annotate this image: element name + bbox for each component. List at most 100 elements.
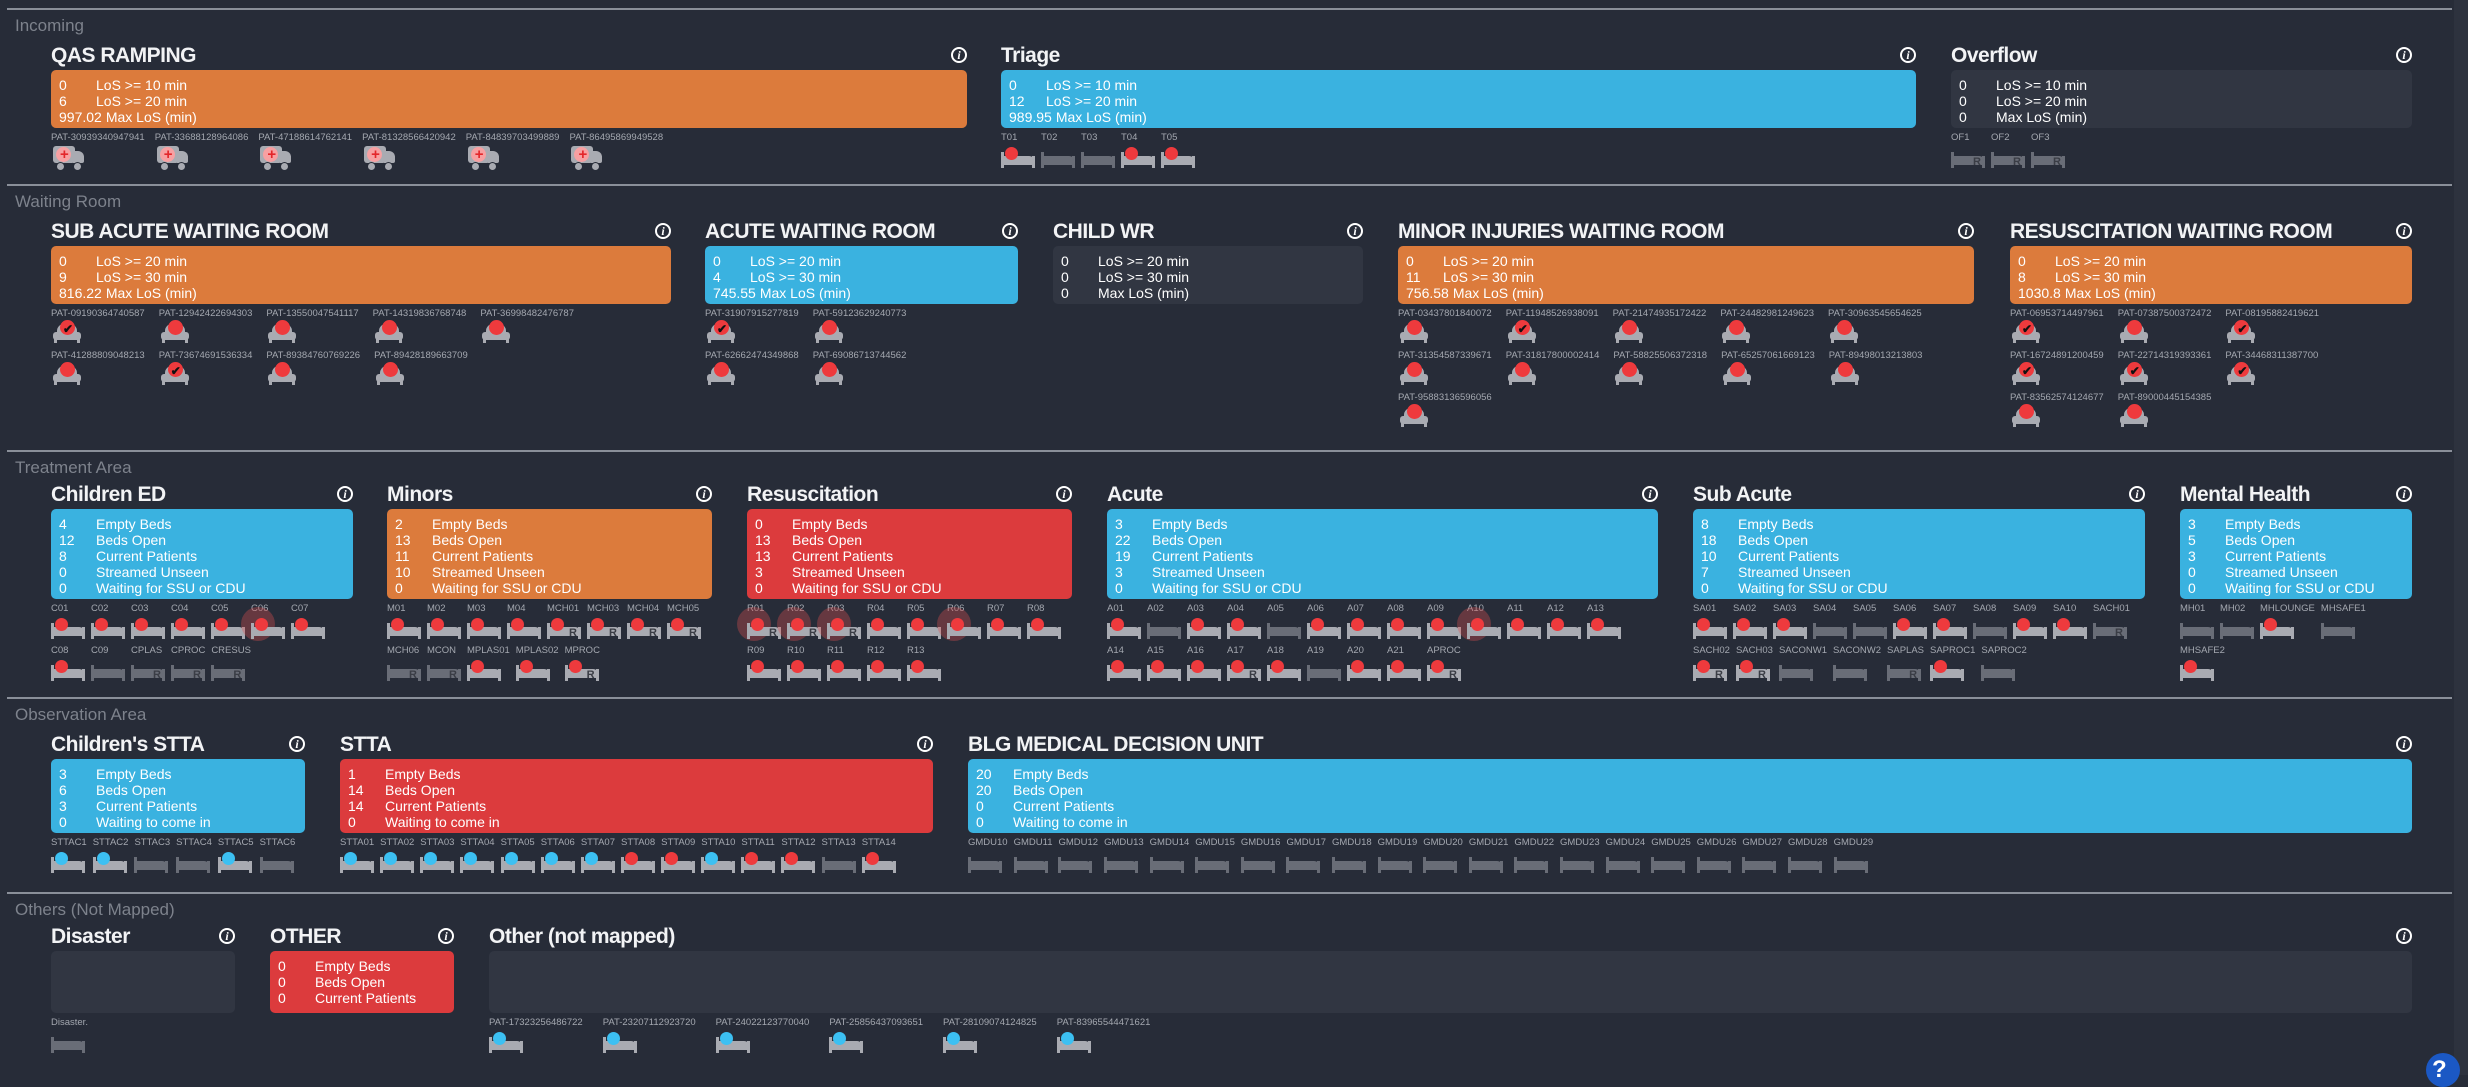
bed-slot[interactable]: R01 R <box>737 603 781 641</box>
bed-slot[interactable]: STTA08 <box>620 837 655 873</box>
bed-slot[interactable]: M03 <box>467 603 501 639</box>
bed-slot[interactable]: MCH06 R <box>387 645 421 681</box>
bed-slot[interactable]: R13 <box>907 645 941 681</box>
bed-slot[interactable]: GMDU24 <box>1605 837 1645 873</box>
bed-slot[interactable]: C08 <box>51 645 85 681</box>
waiting-patient[interactable]: PAT-36998482476787 <box>480 308 574 344</box>
bed-slot[interactable]: STTA05 <box>500 837 535 873</box>
waiting-patient[interactable]: PAT-21474935172422 <box>1613 308 1706 344</box>
waiting-patient[interactable]: PAT-16724891200459 ✔ <box>2010 350 2104 386</box>
waiting-patient[interactable]: PAT-89498013213803 <box>1829 350 1922 386</box>
unit-stta[interactable]: STTA i 1 Empty Beds 14 Beds Open 14 Current Pat… <box>340 733 933 879</box>
info-icon[interactable]: i <box>951 47 967 63</box>
bed-slot[interactable]: A08 <box>1387 603 1421 639</box>
bed-slot[interactable]: C04 <box>171 603 205 639</box>
waiting-patient[interactable]: PAT-12942422694303 <box>159 308 252 344</box>
info-icon[interactable]: i <box>1958 223 1974 239</box>
info-icon[interactable]: i <box>1056 486 1072 502</box>
bed-slot[interactable]: M04 <box>507 603 541 639</box>
bed-slot[interactable]: PAT-17323256486722 <box>489 1017 583 1053</box>
bed-slot[interactable]: SA04 <box>1813 603 1847 639</box>
bed-slot[interactable]: OF3 R <box>2031 132 2065 168</box>
bed-slot[interactable]: GMDU23 <box>1560 837 1600 873</box>
bed-slot[interactable]: C07 <box>291 603 325 639</box>
waiting-patient[interactable]: PAT-07387500372472 <box>2118 308 2211 344</box>
bed-slot[interactable]: SAPROC1 <box>1930 645 1975 681</box>
bed-slot[interactable]: STTA13 <box>821 837 856 873</box>
waiting-patient[interactable]: PAT-31354587339671 <box>1398 350 1492 386</box>
waiting-patient[interactable]: PAT-24482981249623 <box>1720 308 1814 344</box>
unit-other[interactable]: OTHER i 0 Empty Beds 0 Beds Open 0 Current Pati… <box>270 925 454 1017</box>
bed-slot[interactable]: OF2 R <box>1991 132 2025 168</box>
waiting-patient[interactable]: PAT-31907915277819 ✔ <box>705 308 799 344</box>
waiting-patient[interactable]: PAT-95883136596056 <box>1398 392 1492 428</box>
waiting-patient[interactable]: PAT-62662474349868 <box>705 350 799 386</box>
bed-slot[interactable]: GMDU15 <box>1195 837 1235 873</box>
bed-slot[interactable]: STTAC3 <box>134 837 170 873</box>
bed-slot[interactable]: T04 <box>1121 132 1155 168</box>
bed-slot[interactable]: T01 <box>1001 132 1035 168</box>
info-icon[interactable]: i <box>2396 736 2412 752</box>
bed-slot[interactable]: R02 R <box>777 603 821 641</box>
waiting-patient[interactable]: PAT-30963545654625 <box>1828 308 1922 344</box>
bed-slot[interactable]: STTA02 <box>380 837 414 873</box>
bed-slot[interactable]: SA07 <box>1933 603 1967 639</box>
help-button[interactable]: ? <box>2426 1053 2460 1087</box>
bed-slot[interactable]: T03 <box>1081 132 1115 168</box>
unit-children-ed[interactable]: Children ED i 4 Empty Beds 12 Beds Open 8 Curre… <box>51 483 353 687</box>
unit-resuscitation[interactable]: Resuscitation i 0 Empty Beds 13 Beds Open 13 Cu… <box>737 483 1072 687</box>
bed-slot[interactable]: A13 <box>1587 603 1621 639</box>
bed-slot[interactable]: A02 <box>1147 603 1181 639</box>
bed-slot[interactable]: MHLOUNGE <box>2260 603 2315 639</box>
ambulance-patient[interactable]: PAT-33688128964086 + <box>155 132 248 171</box>
ambulance-patient[interactable]: PAT-81328566420942 + <box>362 132 456 171</box>
ambulance-patient[interactable]: PAT-86495869949528 + <box>569 132 663 171</box>
bed-slot[interactable]: C06 <box>241 603 285 641</box>
bed-slot[interactable]: GMDU18 <box>1332 837 1372 873</box>
bed-slot[interactable]: A04 <box>1227 603 1261 639</box>
unit-resuscitation-waiting-room[interactable]: RESUSCITATION WAITING ROOM i 0 LoS >= 20 mi… <box>2010 220 2412 434</box>
bed-slot[interactable]: PAT-28109074124825 <box>943 1017 1037 1053</box>
bed-slot[interactable]: GMDU22 <box>1514 837 1554 873</box>
ambulance-patient[interactable]: PAT-30939340947941 + <box>51 132 145 171</box>
bed-slot[interactable]: STTA07 <box>580 837 615 873</box>
waiting-patient[interactable]: PAT-73674691536334 ✔ <box>159 350 252 386</box>
bed-slot[interactable]: SACH02 R <box>1693 645 1730 681</box>
bed-slot[interactable]: A10 <box>1457 603 1501 641</box>
bed-slot[interactable]: A14 <box>1107 645 1141 681</box>
bed-slot[interactable]: A06 <box>1307 603 1341 639</box>
bed-slot[interactable]: MCON R <box>427 645 461 681</box>
waiting-patient[interactable]: PAT-13550047541117 <box>266 308 359 344</box>
bed-slot[interactable]: SA08 <box>1973 603 2007 639</box>
bed-slot[interactable]: GMDU16 <box>1240 837 1280 873</box>
bed-slot[interactable]: STTA09 <box>661 837 695 873</box>
bed-slot[interactable]: C01 <box>51 603 85 639</box>
bed-slot[interactable]: STTA11 <box>741 837 776 873</box>
bed-slot[interactable]: Disaster. <box>51 1017 88 1053</box>
bed-slot[interactable]: A16 <box>1187 645 1221 681</box>
bed-slot[interactable]: R07 <box>987 603 1021 639</box>
info-icon[interactable]: i <box>2396 47 2412 63</box>
bed-slot[interactable]: GMDU21 <box>1468 837 1508 873</box>
ambulance-patient[interactable]: PAT-84839703499889 + <box>466 132 559 171</box>
bed-slot[interactable]: M02 <box>427 603 461 639</box>
unit-acute[interactable]: Acute i 3 Empty Beds 22 Beds Open 19 Current Pa… <box>1107 483 1658 687</box>
bed-slot[interactable]: GMDU10 <box>968 837 1008 873</box>
bed-slot[interactable]: MPROC R <box>564 645 600 681</box>
unit-minor-injuries-waiting-room[interactable]: MINOR INJURIES WAITING ROOM i 0 LoS >= 20 m… <box>1398 220 1974 434</box>
unit-blg-medical-decision-unit[interactable]: BLG MEDICAL DECISION UNIT i 20 Empty Beds 20… <box>968 733 2412 879</box>
unit-sub-acute[interactable]: Sub Acute i 8 Empty Beds 18 Beds Open 10 Curren… <box>1693 483 2145 687</box>
bed-slot[interactable]: CPLAS R <box>131 645 165 681</box>
bed-slot[interactable]: STTA10 <box>701 837 735 873</box>
bed-slot[interactable]: STTA14 <box>861 837 896 873</box>
bed-slot[interactable]: PAT-25856437093651 <box>829 1017 923 1053</box>
waiting-patient[interactable]: PAT-89000445154385 <box>2118 392 2211 428</box>
unit-minors[interactable]: Minors i 2 Empty Beds 13 Beds Open 11 Current P… <box>387 483 712 687</box>
unit-qas-ramping[interactable]: QAS RAMPING i 0 LoS >= 10 min 6 LoS >= 20 min… <box>51 44 967 176</box>
bed-slot[interactable]: STTAC5 <box>217 837 254 873</box>
bed-slot[interactable]: R12 <box>867 645 901 681</box>
bed-slot[interactable]: GMDU26 <box>1696 837 1736 873</box>
unit-mental-health[interactable]: Mental Health i 3 Empty Beds 5 Beds Open 3 Curr… <box>2180 483 2412 687</box>
bed-slot[interactable]: GMDU28 <box>1787 837 1828 873</box>
bed-slot[interactable]: MHSAFE2 <box>2180 645 2225 681</box>
